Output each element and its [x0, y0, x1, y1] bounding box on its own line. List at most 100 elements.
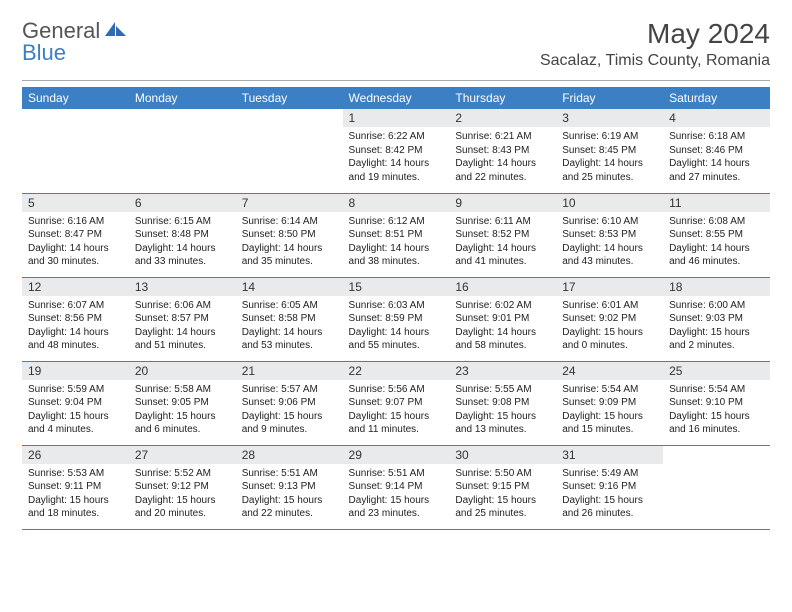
- calendar-week-row: 19Sunrise: 5:59 AMSunset: 9:04 PMDayligh…: [22, 361, 770, 445]
- day-details: Sunrise: 6:01 AMSunset: 9:02 PMDaylight:…: [556, 296, 663, 357]
- weekday-header: Thursday: [449, 87, 556, 109]
- day-number: 4: [663, 109, 770, 127]
- calendar-day-cell: 6Sunrise: 6:15 AMSunset: 8:48 PMDaylight…: [129, 193, 236, 277]
- calendar-day-cell: 22Sunrise: 5:56 AMSunset: 9:07 PMDayligh…: [343, 361, 450, 445]
- day-number: 29: [343, 446, 450, 464]
- day-number: 27: [129, 446, 236, 464]
- calendar-day-cell: 31Sunrise: 5:49 AMSunset: 9:16 PMDayligh…: [556, 445, 663, 529]
- day-details: Sunrise: 6:21 AMSunset: 8:43 PMDaylight:…: [449, 127, 556, 188]
- calendar-day-cell: 24Sunrise: 5:54 AMSunset: 9:09 PMDayligh…: [556, 361, 663, 445]
- day-details: Sunrise: 5:50 AMSunset: 9:15 PMDaylight:…: [449, 464, 556, 525]
- day-details: Sunrise: 6:14 AMSunset: 8:50 PMDaylight:…: [236, 212, 343, 273]
- calendar-day-cell: 4Sunrise: 6:18 AMSunset: 8:46 PMDaylight…: [663, 109, 770, 193]
- calendar-day-cell: 3Sunrise: 6:19 AMSunset: 8:45 PMDaylight…: [556, 109, 663, 193]
- day-number: 2: [449, 109, 556, 127]
- calendar-day-cell: 23Sunrise: 5:55 AMSunset: 9:08 PMDayligh…: [449, 361, 556, 445]
- day-details: Sunrise: 5:51 AMSunset: 9:14 PMDaylight:…: [343, 464, 450, 525]
- day-details: Sunrise: 6:11 AMSunset: 8:52 PMDaylight:…: [449, 212, 556, 273]
- calendar-day-cell: 5Sunrise: 6:16 AMSunset: 8:47 PMDaylight…: [22, 193, 129, 277]
- day-number: 25: [663, 362, 770, 380]
- calendar-day-cell: [236, 109, 343, 193]
- day-number: 22: [343, 362, 450, 380]
- day-number: 9: [449, 194, 556, 212]
- day-details: Sunrise: 6:15 AMSunset: 8:48 PMDaylight:…: [129, 212, 236, 273]
- day-number: 3: [556, 109, 663, 127]
- day-number: 13: [129, 278, 236, 296]
- day-details: Sunrise: 6:22 AMSunset: 8:42 PMDaylight:…: [343, 127, 450, 188]
- weekday-header: Wednesday: [343, 87, 450, 109]
- calendar-body: 1Sunrise: 6:22 AMSunset: 8:42 PMDaylight…: [22, 109, 770, 529]
- day-details: Sunrise: 5:57 AMSunset: 9:06 PMDaylight:…: [236, 380, 343, 441]
- calendar-day-cell: [129, 109, 236, 193]
- day-number: 6: [129, 194, 236, 212]
- calendar-day-cell: 30Sunrise: 5:50 AMSunset: 9:15 PMDayligh…: [449, 445, 556, 529]
- day-details: Sunrise: 6:06 AMSunset: 8:57 PMDaylight:…: [129, 296, 236, 357]
- calendar-day-cell: 26Sunrise: 5:53 AMSunset: 9:11 PMDayligh…: [22, 445, 129, 529]
- day-number: 16: [449, 278, 556, 296]
- calendar-day-cell: 27Sunrise: 5:52 AMSunset: 9:12 PMDayligh…: [129, 445, 236, 529]
- day-details: Sunrise: 5:51 AMSunset: 9:13 PMDaylight:…: [236, 464, 343, 525]
- day-details: Sunrise: 5:53 AMSunset: 9:11 PMDaylight:…: [22, 464, 129, 525]
- weekday-header: Sunday: [22, 87, 129, 109]
- day-details: Sunrise: 6:07 AMSunset: 8:56 PMDaylight:…: [22, 296, 129, 357]
- weekday-header: Monday: [129, 87, 236, 109]
- calendar-day-cell: 9Sunrise: 6:11 AMSunset: 8:52 PMDaylight…: [449, 193, 556, 277]
- day-number: 17: [556, 278, 663, 296]
- calendar-day-cell: 29Sunrise: 5:51 AMSunset: 9:14 PMDayligh…: [343, 445, 450, 529]
- calendar-week-row: 12Sunrise: 6:07 AMSunset: 8:56 PMDayligh…: [22, 277, 770, 361]
- calendar-head: SundayMondayTuesdayWednesdayThursdayFrid…: [22, 87, 770, 109]
- day-number: 30: [449, 446, 556, 464]
- day-number: 11: [663, 194, 770, 212]
- calendar-day-cell: 13Sunrise: 6:06 AMSunset: 8:57 PMDayligh…: [129, 277, 236, 361]
- calendar-day-cell: 15Sunrise: 6:03 AMSunset: 8:59 PMDayligh…: [343, 277, 450, 361]
- day-number: 18: [663, 278, 770, 296]
- day-details: Sunrise: 6:18 AMSunset: 8:46 PMDaylight:…: [663, 127, 770, 188]
- logo-text-blue: Blue: [22, 40, 66, 65]
- day-details: Sunrise: 6:05 AMSunset: 8:58 PMDaylight:…: [236, 296, 343, 357]
- calendar-week-row: 1Sunrise: 6:22 AMSunset: 8:42 PMDaylight…: [22, 109, 770, 193]
- calendar-day-cell: 1Sunrise: 6:22 AMSunset: 8:42 PMDaylight…: [343, 109, 450, 193]
- day-details: Sunrise: 6:02 AMSunset: 9:01 PMDaylight:…: [449, 296, 556, 357]
- calendar-day-cell: 12Sunrise: 6:07 AMSunset: 8:56 PMDayligh…: [22, 277, 129, 361]
- calendar-day-cell: 25Sunrise: 5:54 AMSunset: 9:10 PMDayligh…: [663, 361, 770, 445]
- day-details: Sunrise: 5:54 AMSunset: 9:10 PMDaylight:…: [663, 380, 770, 441]
- calendar-day-cell: 16Sunrise: 6:02 AMSunset: 9:01 PMDayligh…: [449, 277, 556, 361]
- weekday-header: Saturday: [663, 87, 770, 109]
- day-number: 20: [129, 362, 236, 380]
- day-number: 1: [343, 109, 450, 127]
- day-details: Sunrise: 6:16 AMSunset: 8:47 PMDaylight:…: [22, 212, 129, 273]
- weekday-row: SundayMondayTuesdayWednesdayThursdayFrid…: [22, 87, 770, 109]
- calendar-day-cell: 7Sunrise: 6:14 AMSunset: 8:50 PMDaylight…: [236, 193, 343, 277]
- calendar-day-cell: 11Sunrise: 6:08 AMSunset: 8:55 PMDayligh…: [663, 193, 770, 277]
- day-number: 26: [22, 446, 129, 464]
- day-number: 8: [343, 194, 450, 212]
- day-details: Sunrise: 6:19 AMSunset: 8:45 PMDaylight:…: [556, 127, 663, 188]
- day-details: Sunrise: 6:08 AMSunset: 8:55 PMDaylight:…: [663, 212, 770, 273]
- calendar-day-cell: 20Sunrise: 5:58 AMSunset: 9:05 PMDayligh…: [129, 361, 236, 445]
- weekday-header: Tuesday: [236, 87, 343, 109]
- day-details: Sunrise: 5:52 AMSunset: 9:12 PMDaylight:…: [129, 464, 236, 525]
- calendar-day-cell: 21Sunrise: 5:57 AMSunset: 9:06 PMDayligh…: [236, 361, 343, 445]
- calendar-day-cell: 18Sunrise: 6:00 AMSunset: 9:03 PMDayligh…: [663, 277, 770, 361]
- day-number: 5: [22, 194, 129, 212]
- header-rule: [22, 80, 770, 81]
- day-details: Sunrise: 5:58 AMSunset: 9:05 PMDaylight:…: [129, 380, 236, 441]
- day-number: 7: [236, 194, 343, 212]
- day-number: 28: [236, 446, 343, 464]
- calendar-table: SundayMondayTuesdayWednesdayThursdayFrid…: [22, 87, 770, 530]
- day-details: Sunrise: 5:56 AMSunset: 9:07 PMDaylight:…: [343, 380, 450, 441]
- calendar-day-cell: 19Sunrise: 5:59 AMSunset: 9:04 PMDayligh…: [22, 361, 129, 445]
- day-details: Sunrise: 6:12 AMSunset: 8:51 PMDaylight:…: [343, 212, 450, 273]
- day-details: Sunrise: 6:00 AMSunset: 9:03 PMDaylight:…: [663, 296, 770, 357]
- calendar-day-cell: 10Sunrise: 6:10 AMSunset: 8:53 PMDayligh…: [556, 193, 663, 277]
- day-number: 19: [22, 362, 129, 380]
- calendar-day-cell: 8Sunrise: 6:12 AMSunset: 8:51 PMDaylight…: [343, 193, 450, 277]
- logo-blue-row: Blue: [22, 40, 66, 66]
- day-number: 12: [22, 278, 129, 296]
- page-header: General May 2024 Sacalaz, Timis County, …: [0, 0, 792, 74]
- day-details: Sunrise: 5:49 AMSunset: 9:16 PMDaylight:…: [556, 464, 663, 525]
- day-number: 14: [236, 278, 343, 296]
- location-text: Sacalaz, Timis County, Romania: [540, 52, 770, 70]
- day-number: 24: [556, 362, 663, 380]
- day-details: Sunrise: 6:10 AMSunset: 8:53 PMDaylight:…: [556, 212, 663, 273]
